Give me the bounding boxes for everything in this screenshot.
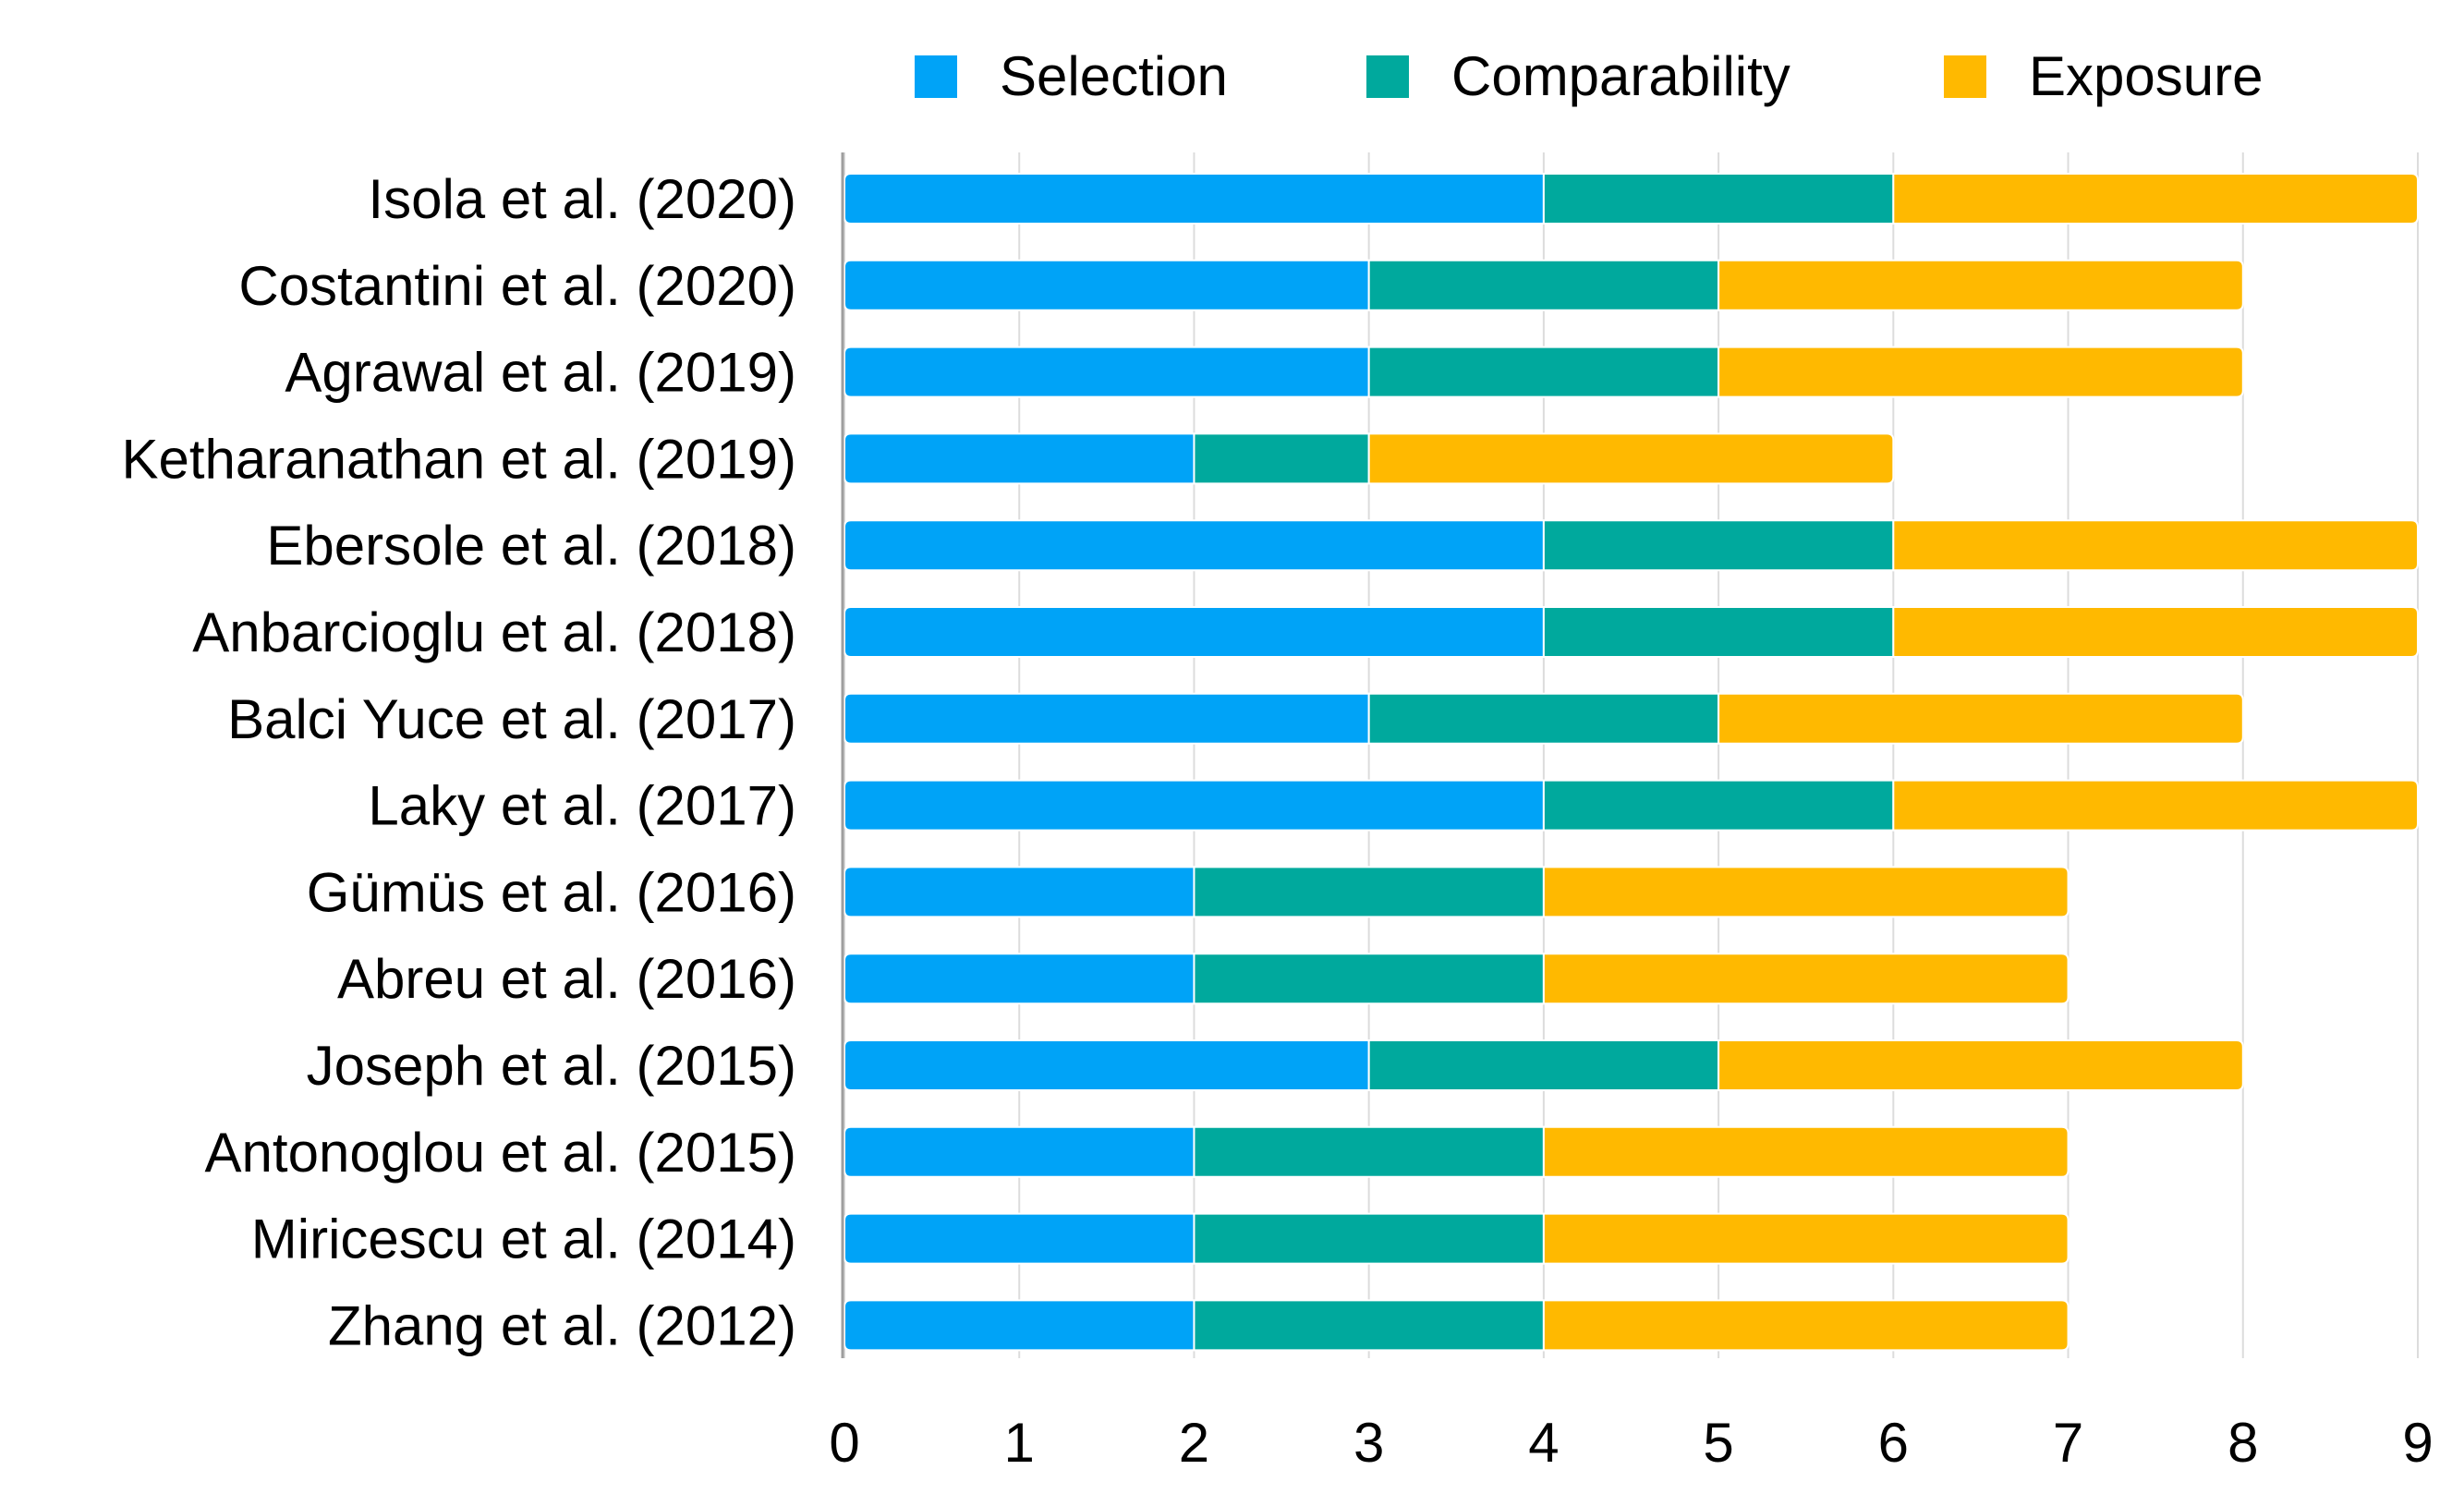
bar-comparability xyxy=(1193,1212,1545,1265)
bar-exposure xyxy=(1542,1299,2070,1352)
bar-selection xyxy=(844,692,1370,745)
bar-selection xyxy=(844,346,1370,398)
x-tick-label: 2 xyxy=(1179,1412,1209,1474)
x-tick-label: 0 xyxy=(829,1412,859,1474)
category-label: Agrawal et al. (2019) xyxy=(285,342,796,404)
bar-selection xyxy=(844,259,1370,311)
category-label: Ebersole et al. (2018) xyxy=(266,515,796,577)
category-label: Balci Yuce et al. (2017) xyxy=(227,688,796,750)
x-tick-label: 3 xyxy=(1353,1412,1384,1474)
x-tick-label: 6 xyxy=(1878,1412,1909,1474)
bar-exposure xyxy=(1367,432,1895,485)
category-label: Costantini et al. (2020) xyxy=(238,255,796,317)
legend-label-comparability: Comparability xyxy=(1451,45,1790,107)
bar-comparability xyxy=(1367,692,1720,745)
bar-comparability xyxy=(1542,173,1895,225)
x-tick-label: 5 xyxy=(1703,1412,1733,1474)
legend-label-exposure: Exposure xyxy=(2029,45,2263,107)
bar-comparability xyxy=(1193,866,1545,918)
bar-selection xyxy=(844,779,1545,832)
bar-exposure xyxy=(1542,1212,2070,1265)
bar-comparability xyxy=(1193,1125,1545,1178)
category-label: Gümüs et al. (2016) xyxy=(307,861,796,923)
x-tick-label: 8 xyxy=(2227,1412,2258,1474)
legend-swatch-selection xyxy=(915,55,957,98)
bar-selection xyxy=(844,1125,1196,1178)
bar-selection xyxy=(844,519,1545,572)
x-tick-label: 7 xyxy=(2053,1412,2083,1474)
category-label: Joseph et al. (2015) xyxy=(307,1035,796,1097)
bars xyxy=(844,173,2419,1352)
bar-comparability xyxy=(1193,953,1545,1005)
bar-exposure xyxy=(1542,1125,2070,1178)
bar-comparability xyxy=(1193,432,1370,485)
bar-exposure xyxy=(1718,1039,2244,1091)
category-label: Zhang et al. (2012) xyxy=(328,1294,796,1356)
bar-selection xyxy=(844,173,1545,225)
x-tick-label: 4 xyxy=(1528,1412,1559,1474)
bar-comparability xyxy=(1367,346,1720,398)
bar-comparability xyxy=(1367,1039,1720,1091)
bar-selection xyxy=(844,1039,1370,1091)
legend-swatch-comparability xyxy=(1366,55,1409,98)
category-label: Abreu et al. (2016) xyxy=(337,948,796,1010)
x-tick-label: 1 xyxy=(1004,1412,1035,1474)
bar-exposure xyxy=(1718,346,2244,398)
bar-selection xyxy=(844,432,1196,485)
bar-selection xyxy=(844,1212,1196,1265)
category-label: Anbarcioglu et al. (2018) xyxy=(192,601,796,663)
bar-selection xyxy=(844,606,1545,658)
bar-selection xyxy=(844,866,1196,918)
bar-exposure xyxy=(1718,259,2244,311)
x-tick-label: 9 xyxy=(2402,1412,2433,1474)
bar-exposure xyxy=(1892,606,2419,658)
bar-exposure xyxy=(1542,866,2070,918)
bar-comparability xyxy=(1367,259,1720,311)
bar-selection xyxy=(844,953,1196,1005)
bar-comparability xyxy=(1193,1299,1545,1352)
bar-comparability xyxy=(1542,519,1895,572)
legend: Selection Comparability Exposure xyxy=(915,45,2263,107)
bar-exposure xyxy=(1718,692,2244,745)
legend-label-selection: Selection xyxy=(1000,45,1228,107)
bar-exposure xyxy=(1892,779,2419,832)
category-label: Antonoglou et al. (2015) xyxy=(205,1122,796,1184)
bar-exposure xyxy=(1542,953,2070,1005)
category-label: Isola et al. (2020) xyxy=(368,168,796,230)
category-label: Laky et al. (2017) xyxy=(368,775,796,837)
bar-comparability xyxy=(1542,779,1895,832)
bar-comparability xyxy=(1542,606,1895,658)
category-label: Miricescu et al. (2014) xyxy=(251,1209,796,1270)
x-axis-tick-labels: 0 1 2 3 4 5 6 7 8 9 xyxy=(829,1412,2433,1474)
legend-swatch-exposure xyxy=(1944,55,1986,98)
bar-selection xyxy=(844,1299,1196,1352)
bar-exposure xyxy=(1892,173,2419,225)
category-label: Ketharanathan et al. (2019) xyxy=(121,428,796,490)
y-axis-labels: Isola et al. (2020) Costantini et al. (20… xyxy=(121,168,796,1356)
bar-exposure xyxy=(1892,519,2419,572)
